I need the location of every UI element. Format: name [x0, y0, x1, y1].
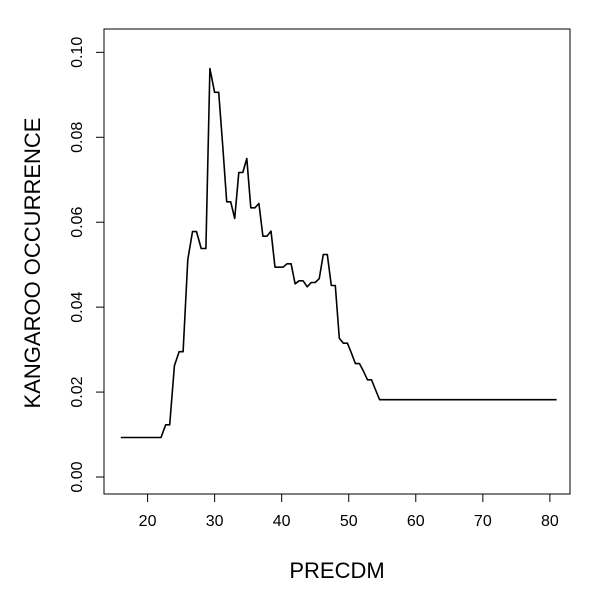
y-tick-label: 0.10: [69, 37, 86, 68]
x-axis-title: PRECDM: [289, 558, 384, 583]
y-axis: 0.00 0.02 0.04 0.06 0.08 0.10: [69, 37, 105, 493]
x-axis: 20 30 40 50 60 70 80: [139, 493, 559, 530]
x-tick-label: 50: [340, 513, 358, 530]
y-tick-label: 0.04: [69, 291, 86, 322]
x-tick-label: 20: [139, 513, 157, 530]
x-tick-label: 30: [206, 513, 224, 530]
series-line: [120, 67, 557, 439]
y-tick-label: 0.00: [69, 461, 86, 492]
x-tick-label: 40: [273, 513, 291, 530]
y-axis-title: KANGAROO OCCURRENCE: [20, 118, 45, 409]
x-tick-label: 80: [541, 513, 559, 530]
y-tick-label: 0.08: [69, 122, 86, 153]
y-tick-label: 0.06: [69, 207, 86, 238]
y-tick-label: 0.02: [69, 376, 86, 407]
x-tick-label: 70: [474, 513, 492, 530]
x-tick-label: 60: [407, 513, 425, 530]
